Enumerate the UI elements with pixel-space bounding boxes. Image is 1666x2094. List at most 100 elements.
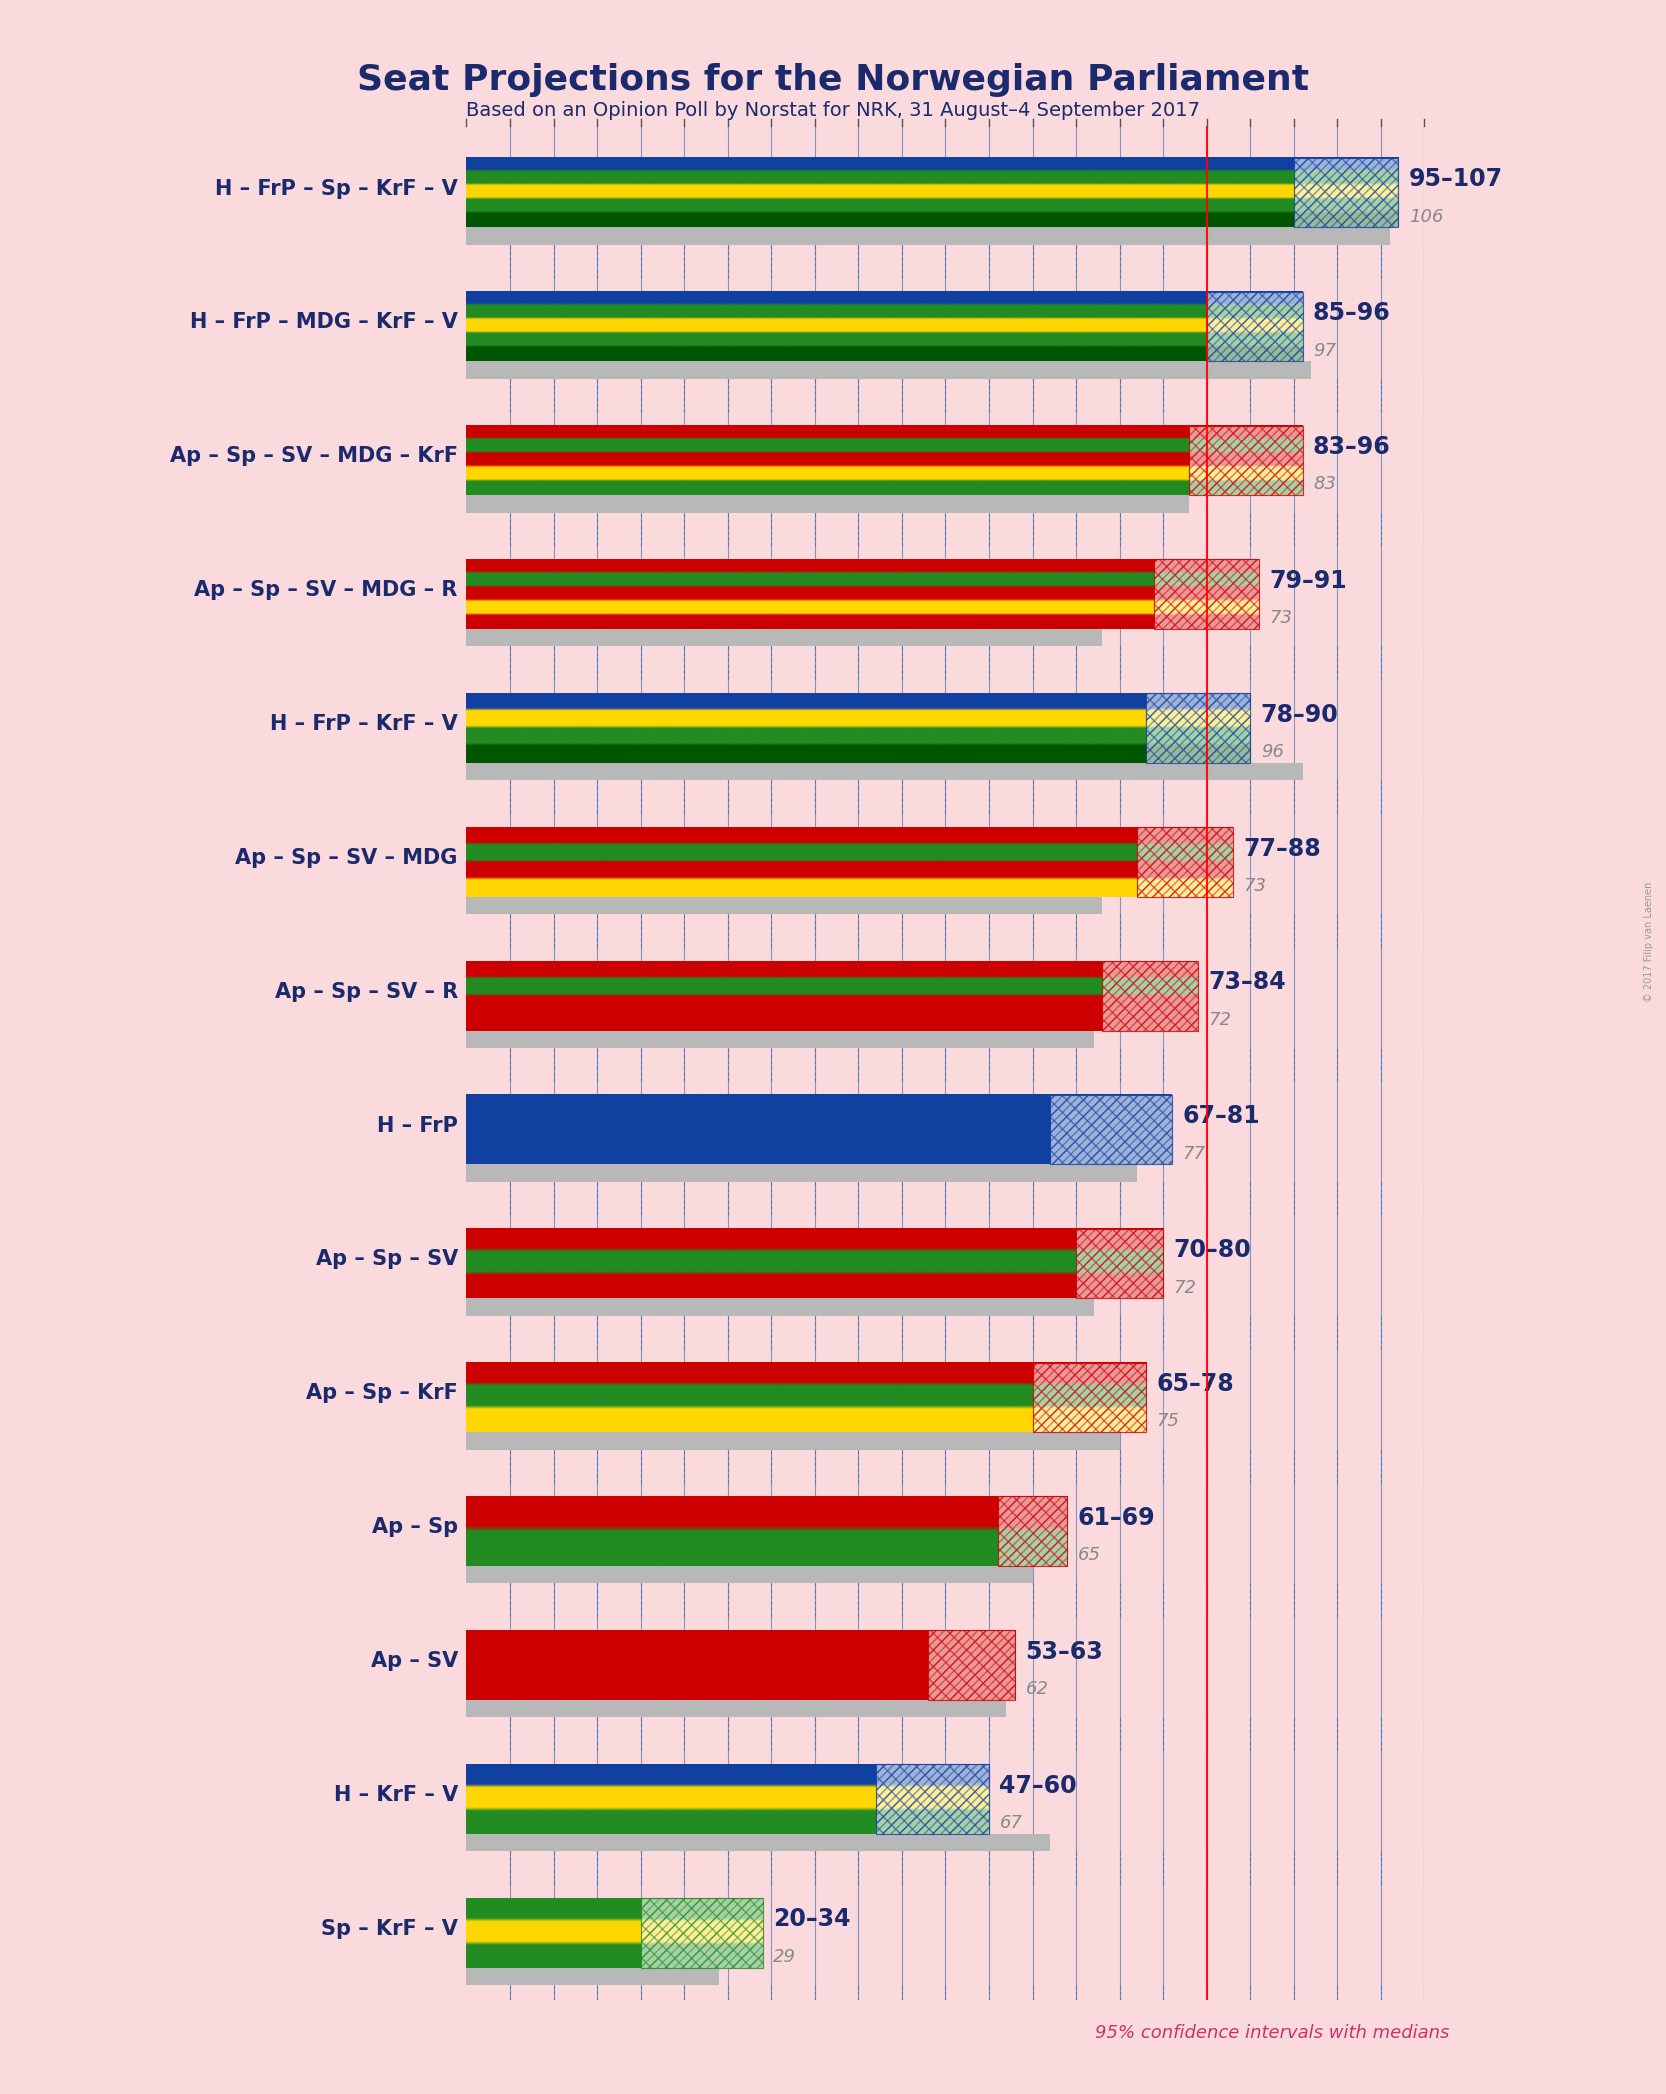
Bar (641, 1897, 763, 1968)
Text: 72: 72 (1173, 1279, 1196, 1296)
Text: Ap – Sp – SV – R: Ap – Sp – SV – R (275, 982, 458, 1001)
Text: 97: 97 (1313, 341, 1336, 360)
Bar (1190, 425, 1303, 494)
Text: 67–81: 67–81 (1183, 1104, 1259, 1129)
Text: Seat Projections for the Norwegian Parliament: Seat Projections for the Norwegian Parli… (357, 63, 1309, 96)
Bar (1050, 1095, 1171, 1164)
Text: 83: 83 (1313, 475, 1336, 494)
Bar (1076, 1229, 1163, 1298)
Text: 73: 73 (1269, 609, 1293, 628)
Text: © 2017 Filip van Laenen: © 2017 Filip van Laenen (1644, 882, 1654, 1003)
Text: 77–88: 77–88 (1243, 836, 1321, 861)
Text: 96: 96 (1261, 743, 1284, 760)
Bar (1294, 157, 1398, 228)
Text: Ap – Sp – SV – MDG – R: Ap – Sp – SV – MDG – R (195, 580, 458, 601)
Bar (1146, 693, 1250, 762)
Bar (466, 762, 1303, 781)
Bar (1136, 827, 1233, 896)
Text: 65–78: 65–78 (1156, 1372, 1235, 1397)
Bar (1103, 961, 1198, 1030)
Bar (1033, 1363, 1146, 1432)
Bar (641, 1897, 763, 1968)
Text: 73–84: 73–84 (1208, 970, 1286, 995)
Bar (928, 1631, 1015, 1700)
Text: Ap – Sp: Ap – Sp (372, 1518, 458, 1537)
Text: H – FrP: H – FrP (377, 1116, 458, 1135)
Bar (1136, 827, 1233, 896)
Bar (1294, 157, 1398, 228)
Bar (998, 1497, 1068, 1566)
Bar (1103, 961, 1198, 1030)
Text: 20–34: 20–34 (773, 1908, 851, 1931)
Text: Sp – KrF – V: Sp – KrF – V (322, 1918, 458, 1939)
Text: Ap – Sp – SV: Ap – Sp – SV (315, 1250, 458, 1269)
Text: 53–63: 53–63 (1026, 1640, 1103, 1665)
Text: 65: 65 (1078, 1545, 1101, 1564)
Bar (1206, 291, 1303, 362)
Bar (1190, 425, 1303, 494)
Bar (928, 1631, 1015, 1700)
Bar (466, 494, 1190, 513)
Bar (1206, 291, 1303, 362)
Bar (466, 1298, 1093, 1315)
Text: 106: 106 (1409, 207, 1443, 226)
Text: 70–80: 70–80 (1173, 1238, 1251, 1263)
Text: H – FrP – Sp – KrF – V: H – FrP – Sp – KrF – V (215, 178, 458, 199)
Bar (466, 628, 1103, 647)
Bar (466, 1432, 1120, 1449)
Text: 62: 62 (1026, 1679, 1048, 1698)
Text: Ap – SV: Ap – SV (370, 1650, 458, 1671)
Text: H – KrF – V: H – KrF – V (333, 1784, 458, 1805)
Bar (1206, 291, 1303, 362)
Text: H – FrP – MDG – KrF – V: H – FrP – MDG – KrF – V (190, 312, 458, 333)
Bar (1294, 157, 1398, 228)
Text: 73: 73 (1243, 877, 1266, 894)
Bar (998, 1497, 1068, 1566)
Bar (466, 1030, 1093, 1047)
Bar (466, 1968, 720, 1985)
Text: 29: 29 (773, 1947, 796, 1966)
Text: Ap – Sp – SV – MDG – KrF: Ap – Sp – SV – MDG – KrF (170, 446, 458, 467)
Bar (1076, 1229, 1163, 1298)
Bar (466, 1700, 1006, 1717)
Bar (466, 1566, 1033, 1583)
Text: 75: 75 (1156, 1413, 1180, 1430)
Text: 77: 77 (1183, 1145, 1205, 1162)
Bar (466, 1164, 1136, 1181)
Text: Ap – Sp – SV – MDG: Ap – Sp – SV – MDG (235, 848, 458, 867)
Bar (466, 362, 1311, 379)
Bar (1033, 1363, 1146, 1432)
Bar (1050, 1095, 1171, 1164)
Bar (1190, 425, 1303, 494)
Text: 95% confidence intervals with medians: 95% confidence intervals with medians (1095, 2023, 1449, 2042)
Bar (1050, 1095, 1171, 1164)
Bar (1103, 961, 1198, 1030)
Bar (466, 228, 1389, 245)
Bar (1146, 693, 1250, 762)
Bar (876, 1763, 990, 1834)
Text: 79–91: 79–91 (1269, 570, 1348, 593)
Bar (1155, 559, 1259, 628)
Text: 47–60: 47–60 (1000, 1774, 1078, 1797)
Text: 83–96: 83–96 (1313, 436, 1391, 459)
Text: 67: 67 (1000, 1813, 1023, 1832)
Bar (1146, 693, 1250, 762)
Bar (1155, 559, 1259, 628)
Text: H – FrP – KrF – V: H – FrP – KrF – V (270, 714, 458, 735)
Bar (641, 1897, 763, 1968)
Bar (466, 896, 1103, 915)
Text: 95–107: 95–107 (1409, 168, 1503, 191)
Text: Based on an Opinion Poll by Norstat for NRK, 31 August–4 September 2017: Based on an Opinion Poll by Norstat for … (466, 101, 1200, 119)
Bar (998, 1497, 1068, 1566)
Bar (876, 1763, 990, 1834)
Bar (1155, 559, 1259, 628)
Text: 72: 72 (1208, 1011, 1231, 1028)
Bar (1076, 1229, 1163, 1298)
Bar (928, 1631, 1015, 1700)
Bar (1136, 827, 1233, 896)
Bar (876, 1763, 990, 1834)
Text: 78–90: 78–90 (1261, 704, 1338, 727)
Text: 61–69: 61–69 (1078, 1506, 1156, 1531)
Bar (466, 1834, 1050, 1851)
Text: Ap – Sp – KrF: Ap – Sp – KrF (307, 1384, 458, 1403)
